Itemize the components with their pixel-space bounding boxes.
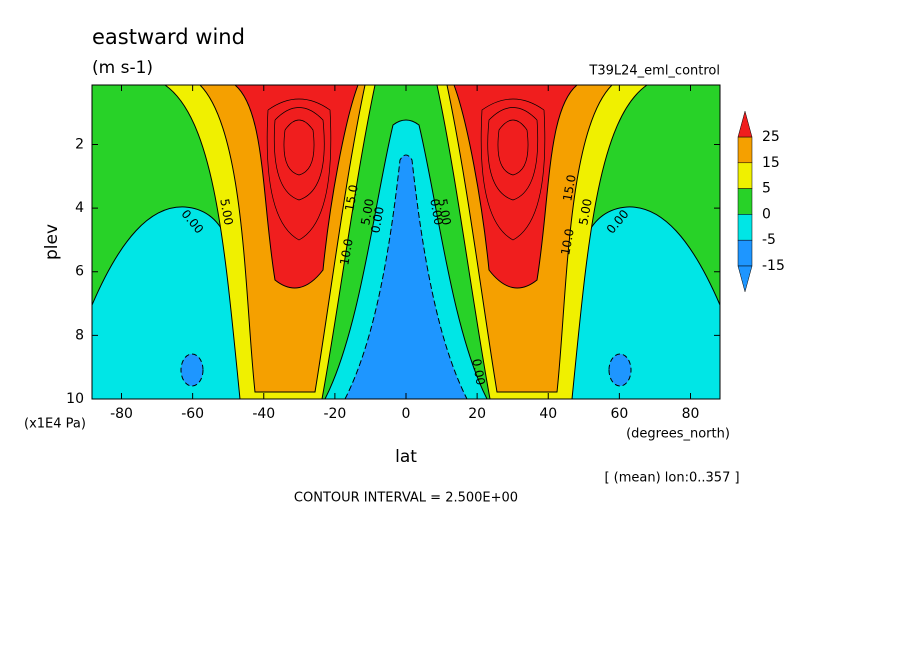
region-red [234, 85, 359, 289]
colorbar-box [737, 239, 753, 267]
contour-label: 10.0 [558, 228, 576, 257]
contour-label: 5.00 [358, 198, 376, 227]
x-tick-label: -80 [110, 406, 133, 422]
half-field [92, 85, 376, 399]
mean-note: [ (mean) lon:0..357 ] [604, 471, 739, 486]
colorbar-label: -5 [762, 232, 776, 248]
y-tick-label: 2 [75, 136, 84, 152]
y-axis-label: plev [42, 224, 62, 260]
x-tick-label: 40 [539, 406, 557, 422]
contour-label: 15.0 [342, 184, 360, 213]
chart-title: eastward wind [92, 25, 245, 49]
x-tick-label: 20 [468, 406, 486, 422]
contour-label: 0.00 [427, 198, 445, 227]
colorbar-box [737, 162, 753, 189]
y-tick-label: 6 [75, 264, 84, 280]
colorbar-label: 15 [762, 155, 780, 171]
colorbar-box [737, 214, 753, 241]
y-tick-label: 8 [75, 327, 84, 343]
x-tick-label: -60 [181, 406, 204, 422]
units: (m s-1) [92, 58, 153, 78]
colorbar-label: 25 [762, 129, 780, 145]
colorbar-triangle [737, 110, 753, 138]
contour-label: 10.0 [337, 238, 355, 267]
x-axis-label: lat [395, 447, 417, 467]
contour-label: 0.00 [469, 358, 487, 387]
y-tick-label: 10 [66, 391, 84, 407]
contour-label: 15.0 [560, 174, 578, 203]
x-units: (degrees_north) [626, 427, 730, 442]
colorbar-label: 5 [762, 181, 771, 197]
contour-label: 0.00 [368, 206, 386, 235]
region-blue [344, 154, 468, 399]
contour-label: 5.00 [435, 198, 453, 227]
region-blue [180, 353, 204, 387]
contour-label: 5.00 [576, 198, 594, 227]
colorbar-label: -15 [762, 258, 785, 274]
colorbar-label: 0 [762, 206, 771, 222]
footer: CONTOUR INTERVAL = 2.500E+00 [294, 491, 518, 506]
x-tick-label: -40 [252, 406, 275, 422]
run-name: T39L24_eml_control [588, 64, 720, 79]
contour-field [92, 85, 720, 399]
x-tick-label: 60 [610, 406, 628, 422]
colorbar-triangle [737, 265, 753, 293]
contour-label: 5.00 [217, 198, 235, 227]
y-units: (x1E4 Pa) [24, 417, 86, 432]
colorbar-box [737, 188, 753, 215]
x-tick-label: 80 [682, 406, 700, 422]
colorbar-box [737, 136, 753, 164]
y-tick-label: 4 [75, 200, 84, 216]
x-tick-label: 0 [402, 406, 411, 422]
contour-line [266, 98, 332, 241]
x-tick-label: -20 [323, 406, 346, 422]
